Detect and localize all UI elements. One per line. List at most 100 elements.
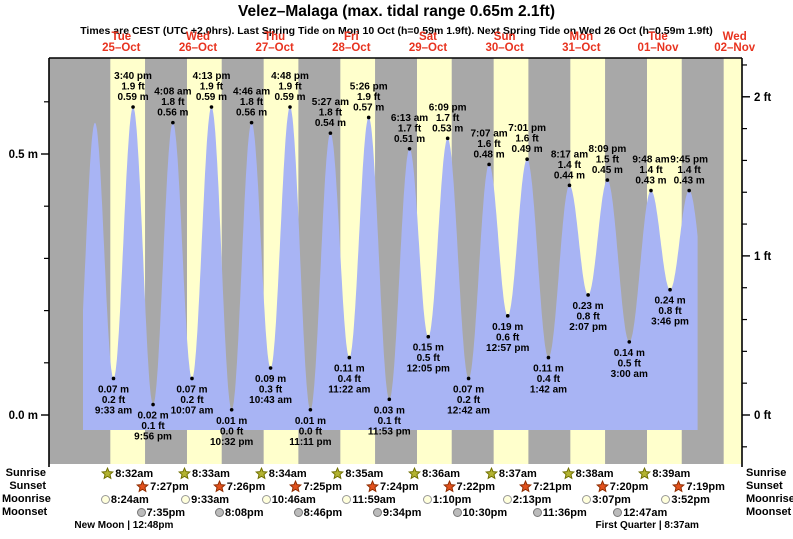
moon-phase-note: First Quarter | 8:37am (595, 520, 699, 531)
high-tide-label: 7:07 am 1.6 ft 0.48 m (470, 128, 507, 160)
tide-extreme-dot (445, 136, 450, 141)
moon-disc (293, 508, 303, 517)
moon-disc (136, 508, 146, 517)
moonrise-icon (422, 495, 432, 504)
right-axis-label: 0 ft (754, 410, 771, 422)
sunrise-time: 8:33am (191, 467, 230, 480)
day-weekday: Wed (722, 31, 747, 43)
sunrise-event: 8:38am (561, 467, 614, 480)
moonset-icon (214, 508, 224, 517)
moonset-icon (532, 508, 542, 517)
moonset-row-label-right: Moonset (746, 506, 792, 518)
low-tide-label: 0.09 m 0.3 ft 10:43 am (249, 374, 292, 406)
moonset-time: 11:36pm (542, 506, 587, 519)
tide-extreme-dot (649, 188, 653, 193)
sunrise-icon (177, 467, 191, 480)
moonrise-time: 3:07pm (592, 493, 631, 506)
moonrise-time: 10:46am (271, 493, 316, 506)
sunrise-time: 8:32am (115, 467, 154, 480)
moonset-event: 9:34pm (372, 506, 421, 519)
sunrise-icon (484, 467, 498, 480)
star-shape (672, 480, 686, 493)
low-tide-label: 0.01 m 0.0 ft 11:11 pm (289, 416, 331, 448)
low-tide-label: 0.19 m 0.6 ft 12:57 pm (486, 322, 529, 354)
moonrise-icon (661, 495, 671, 504)
sunset-event: 7:19pm (672, 480, 725, 493)
moon-disc (582, 495, 592, 504)
sunrise-time: 8:39am (652, 467, 691, 480)
day-date: 31–Oct (562, 42, 601, 54)
tide-extreme-dot (131, 105, 135, 109)
sunrise-event: 8:37am (484, 467, 537, 480)
sunset-icon (365, 480, 379, 493)
low-tide-label: 0.11 m 0.4 ft 11:22 am (328, 364, 370, 396)
moonset-time: 8:46pm (303, 506, 343, 519)
tide-extreme-dot (249, 120, 254, 125)
moon-disc (532, 508, 542, 517)
sunset-event: 7:20pm (595, 480, 649, 493)
day-date: 26–Oct (178, 42, 218, 54)
sunrise-time: 8:38am (575, 467, 614, 480)
moonset-event: 7:35pm (136, 506, 185, 519)
star-shape (561, 467, 575, 480)
sunrise-event: 8:39am (638, 467, 690, 480)
day-date: 01–Nov (637, 42, 679, 54)
tide-extreme-dot (288, 105, 292, 109)
day-label: Tue 25–Oct (102, 31, 140, 54)
tide-extreme-dot (308, 407, 313, 412)
day-date: 27–Oct (255, 42, 294, 54)
moonrise-icon (502, 495, 512, 504)
tide-extreme-dot (151, 402, 155, 407)
high-tide-label: 6:13 am 1.7 ft 0.51 m (391, 113, 428, 145)
moonset-event: 12:47am (613, 506, 667, 519)
day-label: Tue 01–Nov (637, 31, 679, 54)
high-tide-label: 9:45 pm 1.4 ft 0.43 m (670, 155, 708, 187)
star-shape (595, 480, 609, 493)
sunset-time: 7:20pm (609, 480, 649, 493)
sunset-time: 7:24pm (379, 480, 419, 493)
sunrise-event: 8:34am (254, 467, 307, 480)
star-shape (212, 480, 226, 493)
sunrise-time: 8:37am (498, 467, 537, 480)
moonset-icon (613, 508, 623, 517)
sunrise-event: 8:32am (101, 467, 153, 480)
high-tide-label: 5:26 pm 1.9 ft 0.57 m (350, 81, 388, 113)
left-axis-label: 0.0 m (9, 410, 38, 422)
star-shape (177, 467, 191, 480)
low-tide-label: 0.07 m 0.2 ft 9:33 am (95, 384, 132, 416)
high-tide-label: 4:46 am 1.8 ft 0.56 m (233, 87, 270, 119)
moon-disc (452, 508, 462, 517)
high-tide-label: 8:17 am 1.4 ft 0.44 m (551, 149, 588, 181)
sunrise-icon (254, 467, 268, 480)
high-tide-label: 5:27 am 1.8 ft 0.54 m (312, 97, 349, 129)
sunset-time: 7:21pm (533, 480, 572, 493)
sunrise-icon (408, 467, 422, 480)
low-tide-label: 0.03 m 0.1 ft 11:53 pm (368, 405, 411, 437)
tide-extreme-dot (209, 105, 214, 109)
moonrise-icon (100, 495, 110, 504)
moon-disc (100, 495, 110, 504)
day-label: Thu 27–Oct (255, 31, 294, 54)
moonrise-event: 3:07pm (582, 493, 631, 506)
moon-phase-note: New Moon | 12:48pm (74, 520, 174, 531)
tide-extreme-dot (268, 366, 273, 370)
moon-disc (261, 495, 271, 504)
right-axis-label: 1 ft (754, 251, 771, 263)
moonrise-event: 10:46am (261, 493, 316, 506)
day-weekday: Fri (343, 31, 359, 43)
moon-disc (214, 508, 224, 517)
high-tide-label: 7:01 pm 1.6 ft 0.49 m (508, 123, 546, 155)
tide-extreme-dot (546, 355, 551, 360)
tide-extreme-dot (687, 188, 691, 193)
moonrise-time: 3:52pm (671, 493, 710, 506)
tide-extreme-dot (426, 334, 431, 339)
high-tide-label: 4:13 pm 1.9 ft 0.59 m (193, 71, 231, 103)
sunrise-row-label-left: Sunrise (5, 467, 46, 479)
sunset-icon (519, 480, 533, 493)
tide-extreme-dot (171, 120, 175, 125)
sunrise-icon (331, 467, 345, 480)
low-tide-label: 0.14 m 0.5 ft 3:00 am (611, 348, 648, 380)
tide-extreme-dot (627, 340, 632, 344)
